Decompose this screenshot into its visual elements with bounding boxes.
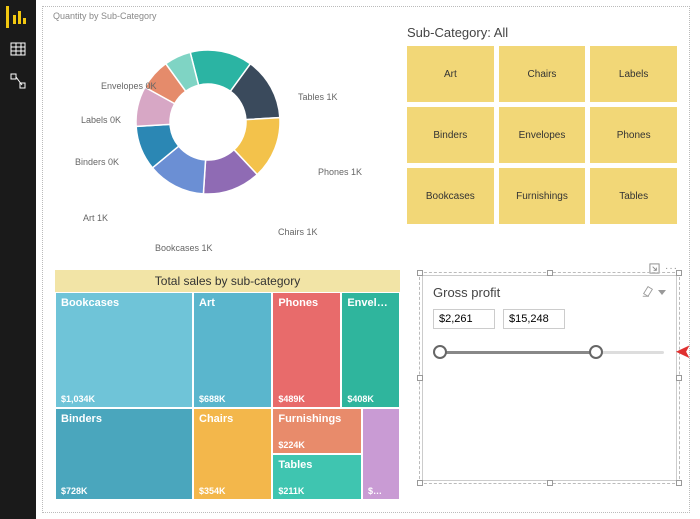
treemap-cell[interactable]: Envel… $408K [341, 292, 400, 408]
range-max-input[interactable] [503, 309, 565, 329]
donut-label: Envelopes 0K [101, 81, 157, 91]
treemap-cell-value: $728K [61, 486, 88, 496]
treemap-cell[interactable]: Phones $489K [272, 292, 341, 408]
donut-label: Art 1K [83, 213, 108, 223]
slicer-tile[interactable]: Envelopes [499, 107, 586, 163]
donut-label: Phones 1K [318, 167, 362, 177]
gross-profit-visual[interactable]: ··· Gross profit [422, 275, 677, 495]
treemap-cell[interactable]: Chairs $354K [193, 408, 272, 500]
treemap-cell-name: Bookcases [61, 297, 187, 309]
donut-chart[interactable]: Tables 1KPhones 1KChairs 1KBookcases 1KA… [73, 37, 403, 247]
treemap-cell-name: Chairs [199, 413, 266, 425]
donut-label: Binders 0K [75, 157, 119, 167]
slicer-grid: ArtChairsLabels BindersEnvelopesPhones Boo… [407, 46, 677, 224]
slicer-tile[interactable]: Binders [407, 107, 494, 163]
slicer-tile[interactable]: Phones [590, 107, 677, 163]
slicer-card: Gross profit [422, 275, 677, 481]
donut-label: Labels 0K [81, 115, 121, 125]
treemap-chart[interactable]: Total sales by sub-category Bookcases $1,… [55, 270, 400, 498]
slider-thumb-max[interactable] [589, 345, 603, 359]
treemap-cell-name: Envel… [347, 297, 394, 309]
treemap-cell-name: Phones [278, 297, 335, 309]
selection-outline [419, 272, 680, 484]
donut-title: Quantity by Sub-Category [53, 11, 157, 21]
treemap-cell[interactable]: Bookcases $1,034K [55, 292, 193, 408]
gross-profit-title: Gross profit [433, 285, 500, 300]
treemap-cell-value: $688K [199, 394, 226, 404]
slicer-tile[interactable]: Art [407, 46, 494, 102]
treemap-title: Total sales by sub-category [55, 270, 400, 292]
slicer-tile[interactable]: Tables [590, 168, 677, 224]
slicer-tile[interactable]: Labels [590, 46, 677, 102]
treemap-cell-name: Art [199, 297, 266, 309]
treemap-cell-value: $408K [347, 394, 374, 404]
report-view-icon[interactable] [6, 6, 28, 28]
range-slider[interactable] [433, 343, 666, 363]
slider-fill [440, 351, 596, 354]
slicer-tile[interactable]: Furnishings [499, 168, 586, 224]
focus-mode-icon[interactable] [649, 263, 661, 275]
report-canvas: Quantity by Sub-Category Tables 1K Phones… [36, 0, 700, 519]
model-view-icon[interactable] [7, 70, 29, 92]
treemap-cell-name: Tables [278, 459, 356, 471]
slicer-panel: Sub-Category: All ArtChairsLabels Binders… [407, 25, 677, 224]
donut-label: Bookcases 1K [155, 243, 213, 253]
slider-thumb-min[interactable] [433, 345, 447, 359]
treemap-cell-name: Binders [61, 413, 187, 425]
treemap-cell-value: $1,034K [61, 394, 95, 404]
treemap-cell[interactable]: Tables $211K [272, 454, 362, 500]
donut-svg [133, 47, 283, 197]
treemap-cell-name: Furnishings [278, 413, 356, 425]
slicer-title: Sub-Category: All [407, 25, 677, 40]
treemap-cell[interactable]: $… [362, 408, 400, 500]
treemap-cell-value: $489K [278, 394, 305, 404]
range-min-input[interactable] [433, 309, 495, 329]
treemap-cell[interactable]: Art $688K [193, 292, 272, 408]
treemap-cell[interactable]: Binders $728K [55, 408, 193, 500]
pointer-arrow-icon: ➤ [675, 339, 692, 364]
treemap-cell[interactable]: Furnishings $224K [272, 408, 362, 454]
treemap-cell-value: $211K [278, 486, 304, 496]
treemap-body: Bookcases $1,034K Binders $728K Art $688K Chai… [55, 292, 400, 500]
treemap-cell-value: $224K [278, 440, 305, 450]
treemap-cell-value: $… [368, 486, 382, 496]
nav-rail [0, 0, 36, 519]
slicer-tile[interactable]: Chairs [499, 46, 586, 102]
clear-slicer-icon[interactable] [641, 284, 666, 301]
data-view-icon[interactable] [7, 38, 29, 60]
donut-label: Chairs 1K [278, 227, 318, 237]
treemap-cell-value: $354K [199, 486, 226, 496]
more-options-icon[interactable]: ··· [665, 263, 677, 275]
visual-header-icons: ··· [649, 263, 677, 275]
slicer-tile[interactable]: Bookcases [407, 168, 494, 224]
report-page: Quantity by Sub-Category Tables 1K Phones… [42, 6, 690, 513]
donut-label: Tables 1K [298, 92, 338, 102]
